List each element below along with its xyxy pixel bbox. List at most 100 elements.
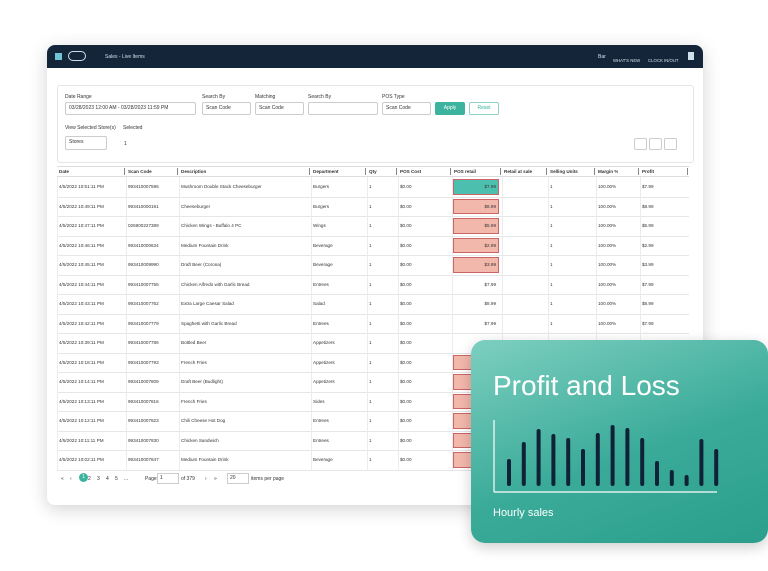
cell-border [452,255,453,275]
cell: 1 [550,184,553,189]
page-button[interactable]: 1 [79,473,88,482]
page-button[interactable]: ... [124,476,129,482]
cell: Chicken Wings - Buffalo 4 PC [181,223,242,228]
cell: $0.00 [400,281,412,287]
clock-in-out[interactable]: CLOCK IN/OUT [648,58,679,63]
bar [551,434,556,486]
cell: $7.99 [642,320,654,326]
pager-arrow[interactable]: « [61,476,64,482]
cell-border [452,196,453,216]
row-line [57,352,689,354]
cell-border [367,177,368,197]
cell-border [367,450,368,470]
column-divider [309,168,310,175]
page-button[interactable]: 5 [115,476,118,482]
cell-border [502,177,503,197]
page-button[interactable]: 3 [97,476,100,482]
cell-border [311,411,312,431]
column-header: Date [59,169,69,174]
stores-button[interactable]: Stores [65,136,107,150]
date-range[interactable]: 03/28/2023 12:00 AM - 03/28/2023 11:59 P… [65,102,196,115]
row-line [57,469,689,471]
cell: 4/5/2022 10:43:11 PM [59,301,104,306]
label: View Selected Store(s) [65,125,116,131]
cell: Beverage [313,242,333,248]
cell-border [398,235,399,255]
page-button[interactable]: 2 [88,476,91,482]
cell-border [596,255,597,275]
cell-border [126,430,127,450]
cell: 1 [550,301,553,306]
cell: $7.99 [484,320,497,326]
reset-button[interactable]: Reset [469,102,499,115]
page-input[interactable]: 1 [157,473,179,484]
cell: Entrees [313,437,329,443]
cell: 993410007816 [128,398,159,404]
cell: 993410007823 [128,418,159,423]
bar [699,439,704,486]
store-name[interactable]: Bar [598,54,606,60]
page-count: of 379 [181,476,195,482]
export-button[interactable] [649,138,662,150]
cell: 993410007847 [128,457,159,462]
cell: $2.99 [642,242,654,248]
cell-border [179,255,180,275]
export-button[interactable] [664,138,677,150]
cell-border [548,196,549,216]
cell: $7.99 [484,281,497,287]
bar [521,442,526,486]
pager-arrow[interactable]: » [214,476,217,482]
cell-border [398,430,399,450]
cell-border [57,255,58,275]
per-page-select[interactable]: 20 [227,473,249,484]
cell: Sides [313,398,325,404]
column-header: Description [181,169,207,174]
dropdown[interactable]: Scan Code [255,102,304,115]
apply-button[interactable]: Apply [435,102,465,115]
cell-border [452,274,453,294]
cell: $3.99 [642,262,654,267]
cell-border [311,352,312,372]
cell: 993410007793 [128,359,159,365]
label: POS Type [382,94,405,100]
menu-icon[interactable] [55,53,62,60]
cell: 4/5/2022 10:14:11 PM [59,379,104,384]
whats-new[interactable]: WHAT'S NEW [613,58,641,63]
cell: 4/5/2022 10:13:11 PM [59,398,104,404]
cell-border [57,177,58,197]
cell: Bottled Beer [181,340,207,345]
page-button[interactable]: 4 [106,476,109,482]
cell: Spaghetti with Garlic Bread [181,320,237,326]
dropdown[interactable]: Scan Code [202,102,251,115]
cell-border [367,294,368,314]
bar [655,461,659,486]
retail-highlight [453,218,499,234]
cell-border [640,255,641,275]
cell-border [502,255,503,275]
cell-border [640,235,641,255]
cell: $8.99 [484,301,497,306]
pager-arrow[interactable]: ‹ [70,476,72,482]
cell-border [502,216,503,236]
dropdown[interactable]: Scan Code [382,102,431,115]
cell: 4/5/2022 10:02:11 PM [59,457,104,462]
cell: Beverage [313,457,333,462]
row-line [57,294,689,295]
cell: 993410009990 [128,262,159,267]
cell: Burgers [313,184,330,189]
cell-border [311,196,312,216]
cell-border [179,294,180,314]
menu-icon[interactable] [688,52,694,60]
cell-border [398,294,399,314]
cell: 4/5/2022 10:49:11 PM [59,203,104,209]
cell-border [548,274,549,294]
search-input[interactable] [308,102,378,115]
cell: $0.00 [400,340,412,345]
retail-highlight [453,237,499,253]
cell-border [367,333,368,353]
print-button[interactable] [634,138,647,150]
cell: 993410000191 [128,203,159,209]
pager-arrow[interactable]: › [205,476,207,482]
cell: Entrees [313,281,329,287]
cell-border [179,274,180,294]
